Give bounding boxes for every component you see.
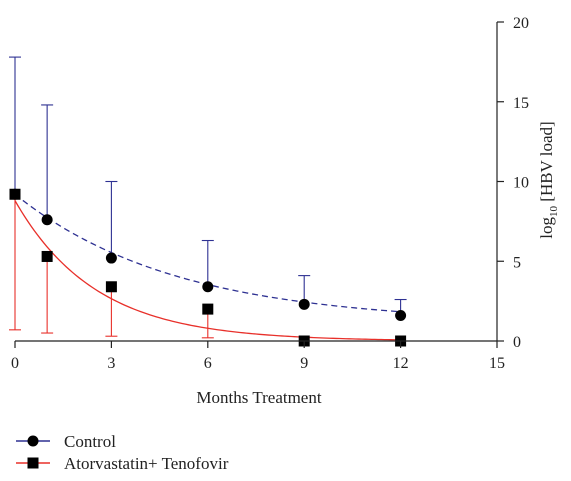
data-point xyxy=(42,214,53,225)
y-tick-label: 20 xyxy=(513,15,529,32)
x-tick-label: 12 xyxy=(393,355,409,372)
y-axis-title-rest: [HBV load] xyxy=(537,121,556,206)
data-point xyxy=(202,304,213,315)
y-axis-title-sub: 10 xyxy=(548,205,560,217)
x-axis-title: Months Treatment xyxy=(196,388,321,407)
x-tick-label: 3 xyxy=(107,355,115,372)
y-axis-title-log: log xyxy=(537,216,556,238)
series-0 xyxy=(9,57,407,321)
plot-area xyxy=(9,57,407,346)
legend-marker xyxy=(28,436,39,447)
y-ticks: 0 5 10 15 20 xyxy=(497,15,529,351)
data-point xyxy=(106,253,117,264)
legend: Control Atorvastatin+ Tenofovir xyxy=(16,432,229,473)
legend-marker xyxy=(28,458,39,469)
y-tick-label: 0 xyxy=(513,334,521,351)
data-point xyxy=(299,299,310,310)
y-axis-title: log10 [HBV load] xyxy=(537,121,560,238)
legend-label: Atorvastatin+ Tenofovir xyxy=(64,454,229,473)
data-point xyxy=(202,281,213,292)
x-tick-label: 9 xyxy=(300,355,308,372)
x-tick-label: 15 xyxy=(489,355,505,372)
y-tick-label: 10 xyxy=(513,175,529,192)
data-point xyxy=(395,310,406,321)
y-tick-label: 5 xyxy=(513,254,521,271)
x-tick-label: 0 xyxy=(11,355,19,372)
data-point xyxy=(106,281,117,292)
data-point xyxy=(42,251,53,262)
y-tick-label: 15 xyxy=(513,95,529,112)
data-point xyxy=(10,189,21,200)
x-tick-label: 6 xyxy=(204,355,212,372)
x-ticks: 0 3 6 9 12 15 xyxy=(11,341,505,372)
legend-label: Control xyxy=(64,432,116,451)
